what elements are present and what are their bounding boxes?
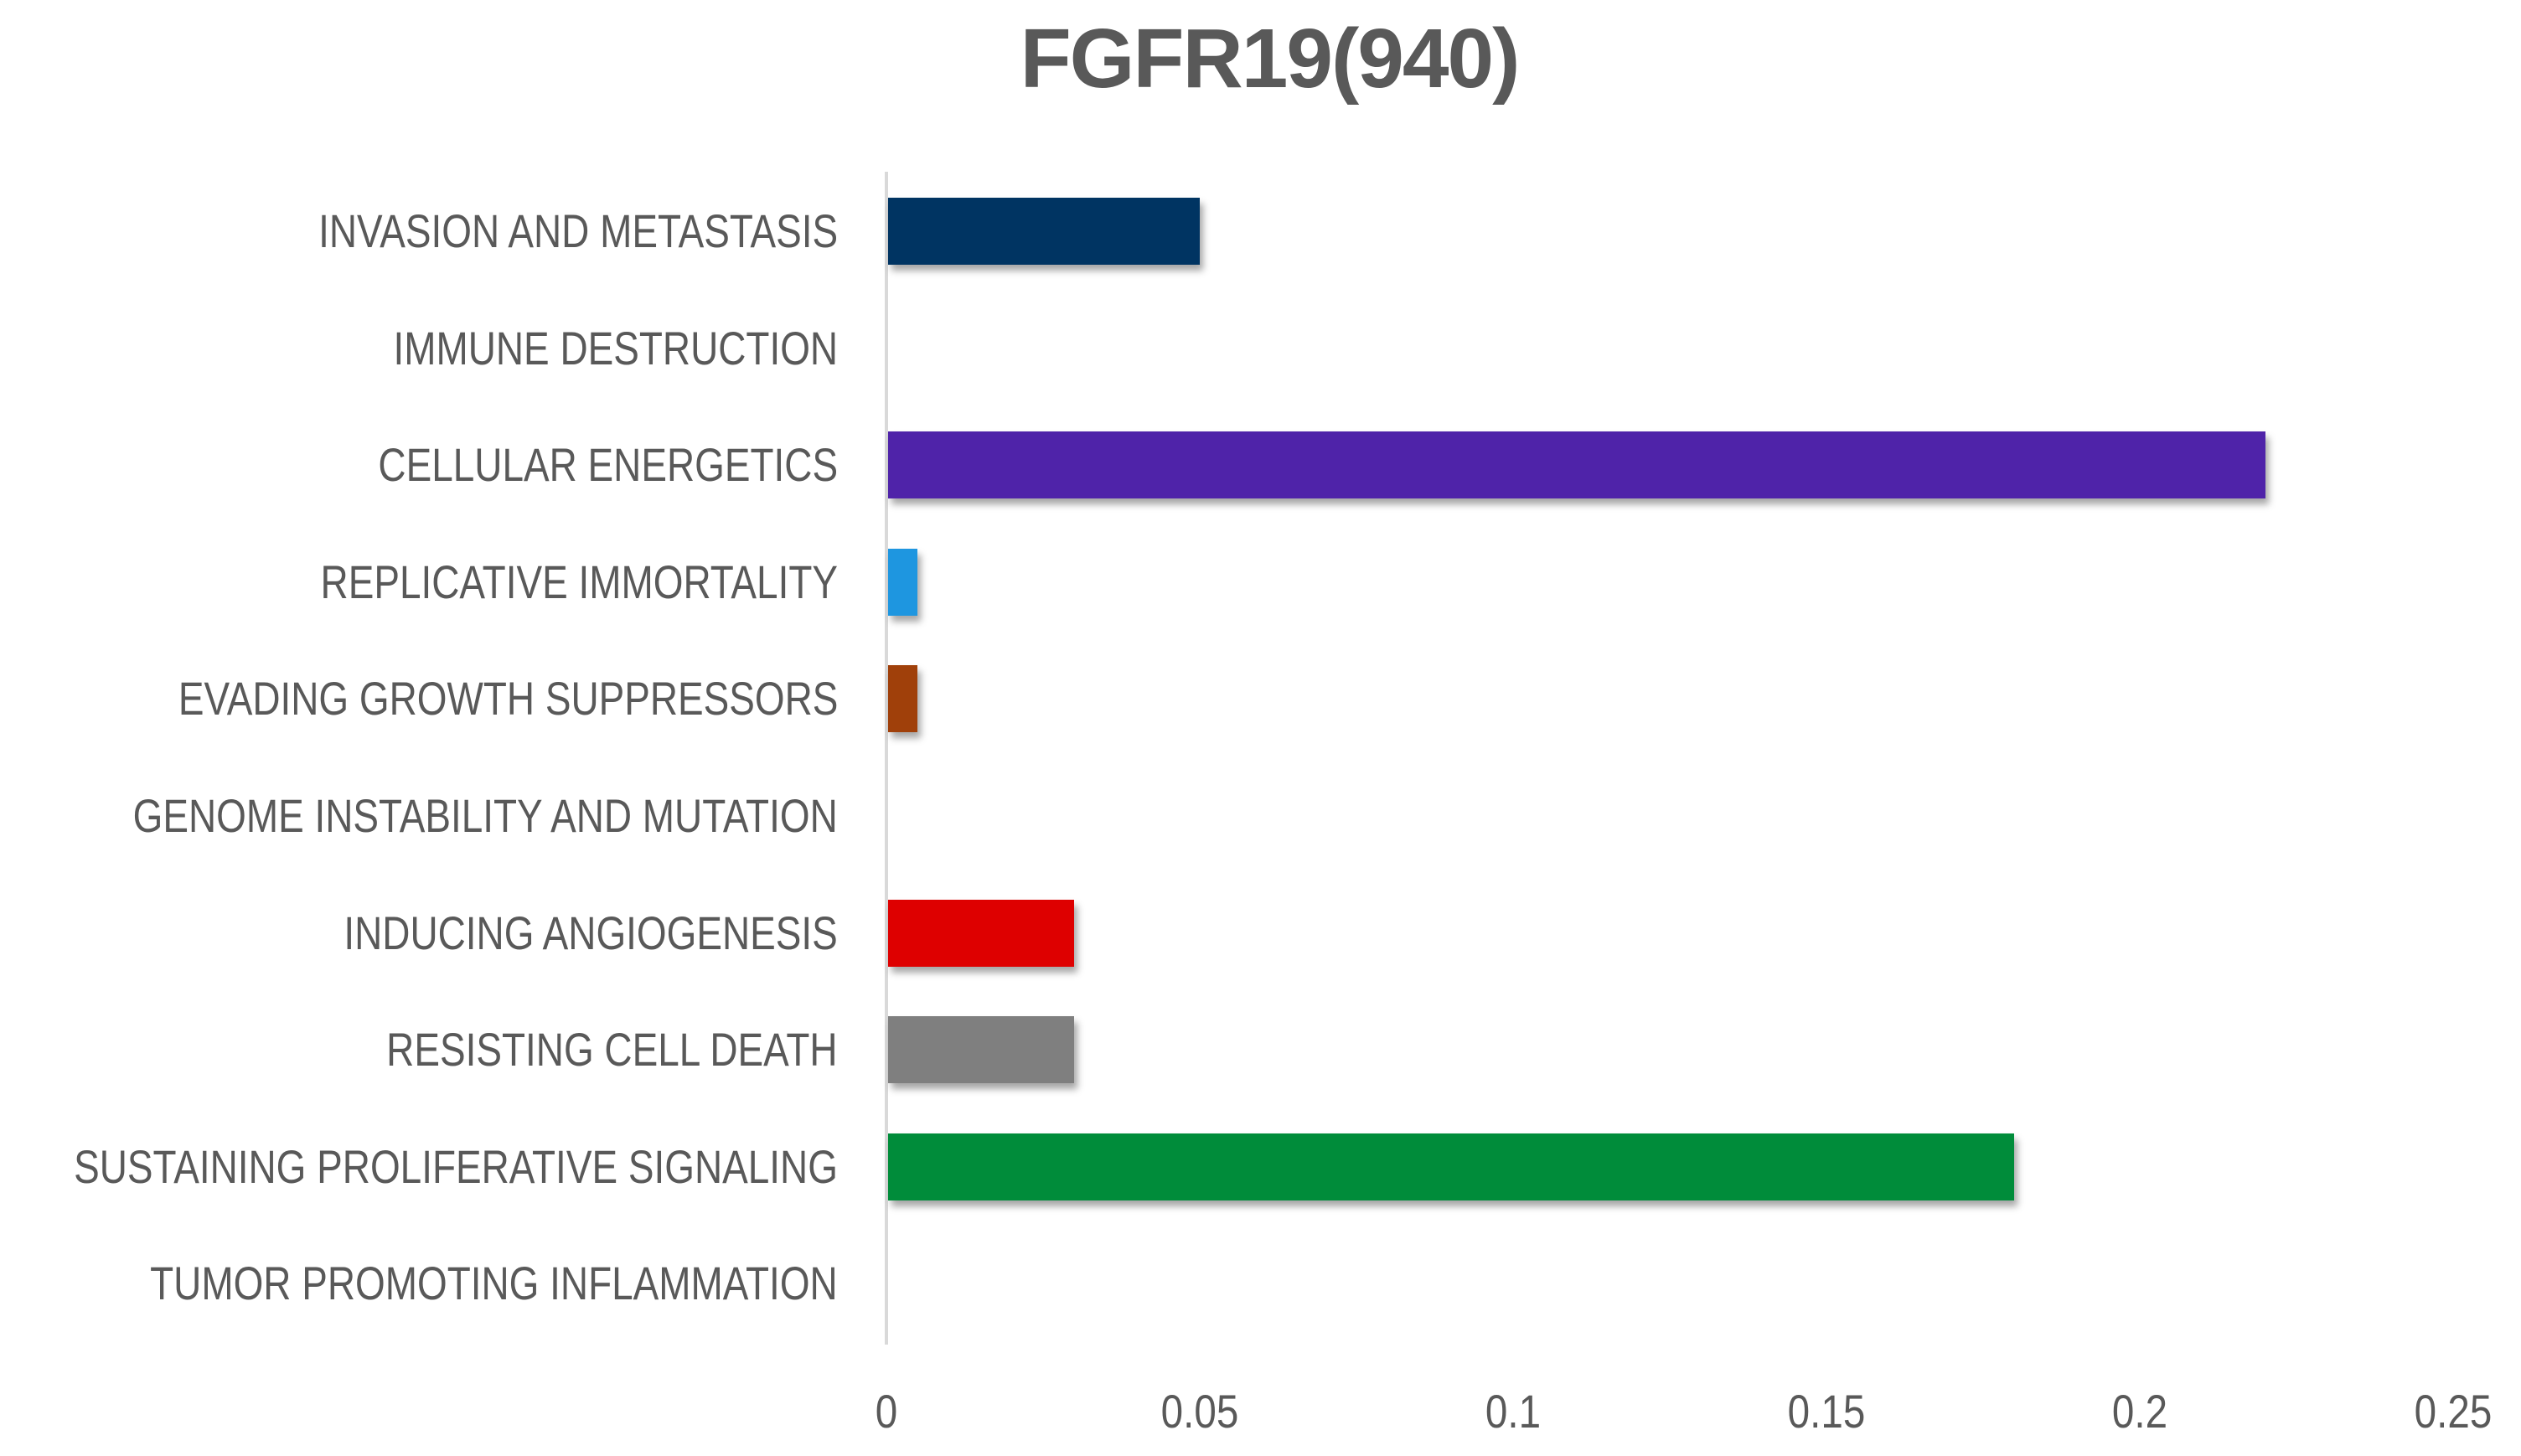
category-label: TUMOR PROMOTING INFLAMMATION — [150, 1257, 838, 1310]
chart-title: FGFR19(940) — [1020, 12, 1521, 106]
bar — [888, 198, 1200, 265]
bar — [888, 1016, 1075, 1084]
bar — [888, 431, 2265, 499]
bar — [888, 665, 918, 733]
category-label: EVADING GROWTH SUPPRESSORS — [178, 672, 838, 725]
x-tick-label: 0.15 — [1787, 1385, 1866, 1438]
category-label: IMMUNE DESTRUCTION — [393, 321, 838, 374]
bar — [888, 1133, 2015, 1200]
x-tick-label: 0.1 — [1485, 1385, 1542, 1438]
x-tick-label: 0.25 — [2414, 1385, 2493, 1438]
x-tick-label: 0.2 — [2111, 1385, 2168, 1438]
category-label: INDUCING ANGIOGENESIS — [344, 906, 838, 959]
x-tick-label: 0.05 — [1160, 1385, 1239, 1438]
category-label: CELLULAR ENERGETICS — [378, 438, 838, 492]
x-tick-label: 0 — [875, 1385, 898, 1438]
bar — [888, 548, 918, 616]
category-label: RESISTING CELL DEATH — [386, 1023, 838, 1077]
category-label: GENOME INSTABILITY AND MUTATION — [132, 789, 838, 842]
category-label: INVASION AND METASTASIS — [318, 204, 838, 257]
category-label: SUSTAINING PROLIFERATIVE SIGNALING — [74, 1139, 838, 1193]
y-axis-line — [885, 172, 888, 1345]
category-label: REPLICATIVE IMMORTALITY — [320, 555, 838, 608]
bar — [888, 899, 1075, 967]
